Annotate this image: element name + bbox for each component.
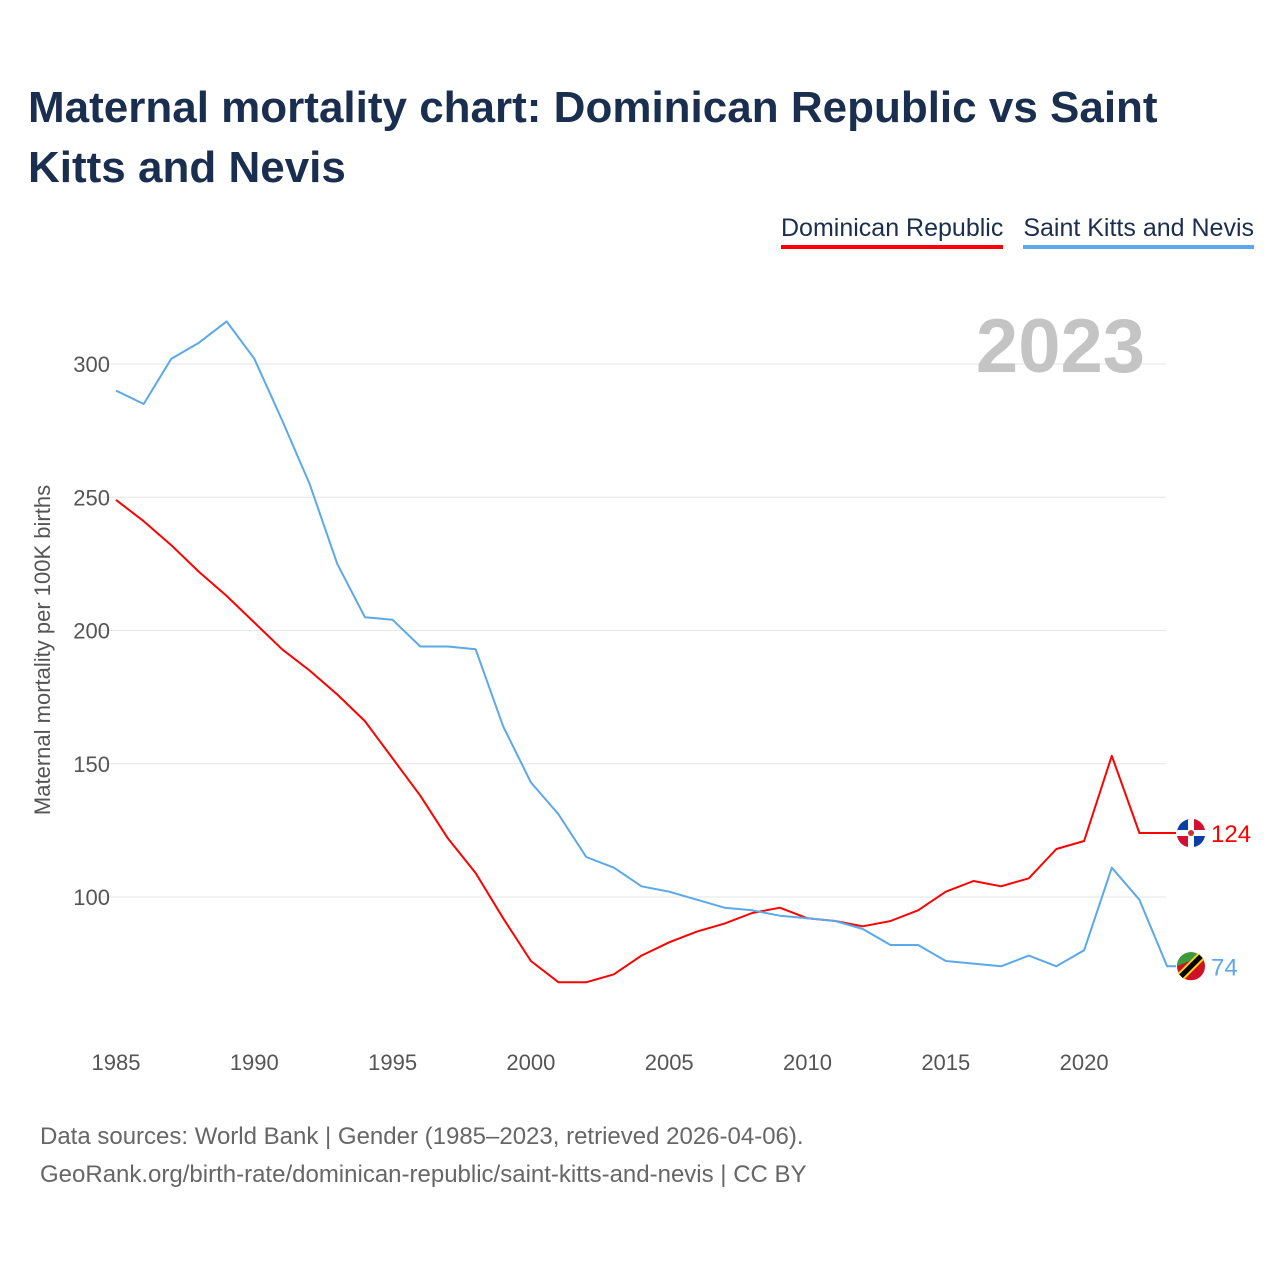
y-tick-label: 150 — [73, 752, 110, 777]
series-line-dominican-republic — [115, 499, 1176, 984]
saint-kitts-and-nevis-flag-icon — [1176, 952, 1205, 981]
y-tick-label: 250 — [73, 485, 110, 510]
x-tick-label: 2005 — [645, 1050, 694, 1075]
y-tick-label: 100 — [73, 885, 110, 910]
x-tick-label: 1995 — [368, 1050, 417, 1075]
source-note: Data sources: World Bank | Gender (1985–… — [40, 1118, 807, 1194]
legend: Dominican Republic Saint Kitts and Nevis — [781, 214, 1254, 249]
x-tick-label: 2015 — [921, 1050, 970, 1075]
year-watermark: 2023 — [976, 304, 1145, 389]
chart-title: Maternal mortality chart: Dominican Repu… — [28, 83, 1158, 192]
source-line-1: Data sources: World Bank | Gender (1985–… — [40, 1123, 804, 1150]
y-tick-label: 300 — [73, 352, 110, 377]
end-value-label: 124 — [1211, 821, 1251, 848]
y-axis-label: Maternal mortality per 100K births — [30, 485, 55, 815]
y-tick-label: 200 — [73, 619, 110, 644]
series-line-saint-kitts-and-nevis — [115, 320, 1176, 968]
dominican-republic-flag-icon — [1177, 819, 1205, 848]
x-tick-label: 2000 — [506, 1050, 555, 1075]
source-link[interactable]: GeoRank.org/birth-rate/dominican-republi… — [40, 1161, 807, 1188]
x-tick-label: 1985 — [92, 1050, 141, 1075]
end-value-label: 74 — [1211, 954, 1238, 981]
legend-dominican-republic[interactable]: Dominican Republic — [781, 214, 1004, 249]
x-tick-label: 1990 — [230, 1050, 279, 1075]
x-tick-label: 2010 — [783, 1050, 832, 1075]
x-tick-label: 2020 — [1060, 1050, 1109, 1075]
legend-saint-kitts-and-nevis[interactable]: Saint Kitts and Nevis — [1023, 214, 1254, 249]
